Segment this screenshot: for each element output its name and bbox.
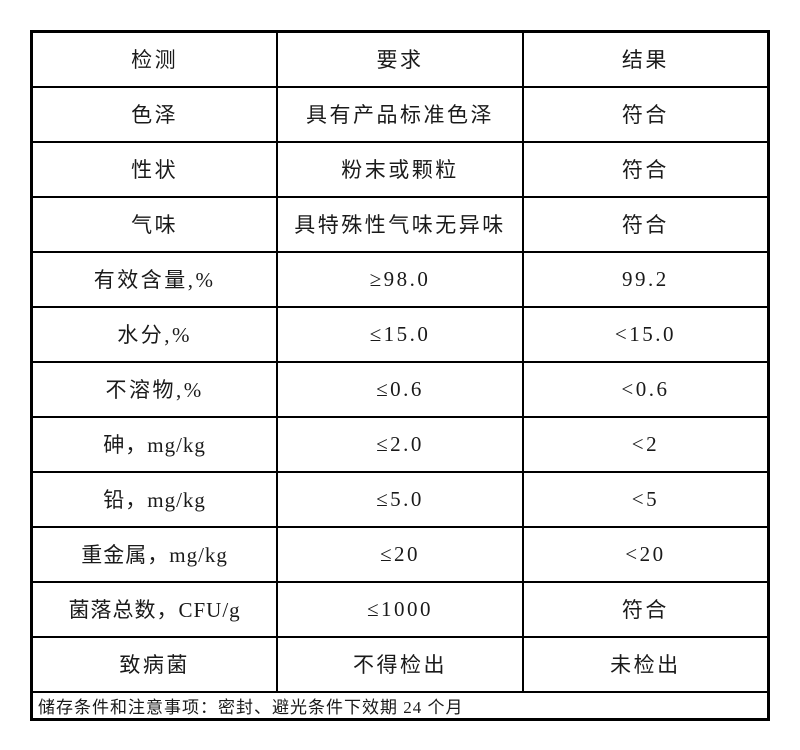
cell-test: 有效含量,% — [30, 250, 279, 308]
cell-test: 色泽 — [30, 85, 279, 143]
cell-requirement: ≤5.0 — [276, 470, 524, 528]
table-row-heavy-metals: 重金属，mg/kg ≤20 <20 — [30, 525, 770, 583]
cell-requirement: ≤0.6 — [276, 360, 524, 418]
cell-result: <15.0 — [521, 305, 770, 363]
table-row-appearance: 性状 粉末或颗粒 符合 — [30, 140, 770, 198]
cell-test: 致病菌 — [30, 635, 279, 693]
cell-result: 99.2 — [521, 250, 770, 308]
cell-test: 铅，mg/kg — [30, 470, 279, 528]
storage-note: 储存条件和注意事项：密封、避光条件下效期 24 个月 — [30, 690, 770, 721]
column-header-result: 结果 — [521, 30, 770, 88]
footer-row: 储存条件和注意事项：密封、避光条件下效期 24 个月 — [30, 690, 770, 721]
table-row-active-content: 有效含量,% ≥98.0 99.2 — [30, 250, 770, 308]
table-row-insolubles: 不溶物,% ≤0.6 <0.6 — [30, 360, 770, 418]
cell-result: 符合 — [521, 195, 770, 253]
column-header-test: 检测 — [30, 30, 279, 88]
cell-requirement: ≤2.0 — [276, 415, 524, 473]
cell-result: 符合 — [521, 140, 770, 198]
cell-requirement: 粉末或颗粒 — [276, 140, 524, 198]
table-row-odor: 气味 具特殊性气味无异味 符合 — [30, 195, 770, 253]
inspection-table: 检测 要求 结果 色泽 具有产品标准色泽 符合 性状 粉末或颗粒 符合 气味 具… — [30, 30, 770, 721]
cell-result: <2 — [521, 415, 770, 473]
cell-requirement: ≤15.0 — [276, 305, 524, 363]
header-row: 检测 要求 结果 — [30, 30, 770, 88]
cell-test: 气味 — [30, 195, 279, 253]
cell-test: 水分,% — [30, 305, 279, 363]
table-row-arsenic: 砷，mg/kg ≤2.0 <2 — [30, 415, 770, 473]
cell-test: 菌落总数，CFU/g — [30, 580, 279, 638]
table-row-moisture: 水分,% ≤15.0 <15.0 — [30, 305, 770, 363]
cell-test: 不溶物,% — [30, 360, 279, 418]
cell-result: <0.6 — [521, 360, 770, 418]
cell-requirement: ≤20 — [276, 525, 524, 583]
table-row-lead: 铅，mg/kg ≤5.0 <5 — [30, 470, 770, 528]
table-row-pathogens: 致病菌 不得检出 未检出 — [30, 635, 770, 693]
cell-test: 砷，mg/kg — [30, 415, 279, 473]
cell-result: 符合 — [521, 85, 770, 143]
table-row-color: 色泽 具有产品标准色泽 符合 — [30, 85, 770, 143]
cell-test: 重金属，mg/kg — [30, 525, 279, 583]
cell-requirement: 不得检出 — [276, 635, 524, 693]
cell-result: <20 — [521, 525, 770, 583]
cell-result: 符合 — [521, 580, 770, 638]
cell-result: <5 — [521, 470, 770, 528]
cell-requirement: 具特殊性气味无异味 — [276, 195, 524, 253]
cell-requirement: ≤1000 — [276, 580, 524, 638]
cell-requirement: 具有产品标准色泽 — [276, 85, 524, 143]
column-header-requirement: 要求 — [276, 30, 524, 88]
cell-test: 性状 — [30, 140, 279, 198]
cell-requirement: ≥98.0 — [276, 250, 524, 308]
table-row-total-plate-count: 菌落总数，CFU/g ≤1000 符合 — [30, 580, 770, 638]
cell-result: 未检出 — [521, 635, 770, 693]
